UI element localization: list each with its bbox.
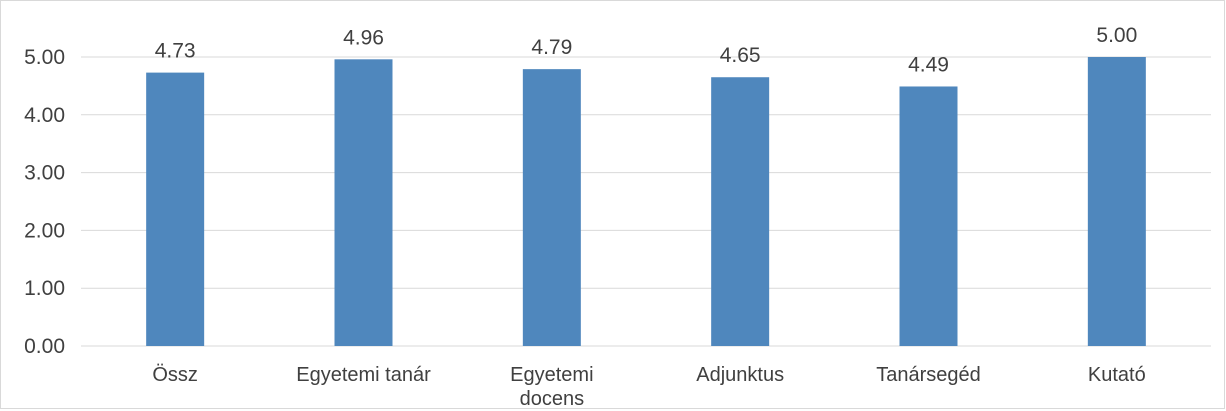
bar: [334, 59, 393, 346]
x-category-label: Kutató: [1088, 364, 1146, 386]
bars: [146, 57, 1146, 346]
bar: [899, 86, 958, 346]
x-category-label: Egyetemi: [510, 364, 593, 386]
data-label: 4.96: [343, 26, 384, 49]
y-tick-label: 4.00: [24, 104, 65, 127]
x-category-label: Tanársegéd: [876, 364, 981, 386]
x-category-label: Egyetemi tanár: [296, 364, 431, 386]
x-category-label: Adjunktus: [696, 364, 784, 386]
y-tick-label: 1.00: [24, 277, 65, 300]
x-category-label: Össz: [152, 364, 198, 386]
data-label: 4.49: [908, 53, 949, 76]
data-label: 5.00: [1096, 24, 1137, 47]
bar: [711, 77, 770, 346]
x-category-label: docens: [520, 388, 585, 410]
y-axis-tick-labels: 0.00 1.00 2.00 3.00 4.00 5.00: [24, 46, 65, 358]
data-labels: 4.73 4.96 4.79 4.65 4.49 5.00: [155, 24, 1138, 76]
y-tick-label: 0.00: [24, 335, 65, 358]
y-tick-label: 3.00: [24, 162, 65, 185]
bar: [522, 69, 581, 346]
y-tick-label: 2.00: [24, 219, 65, 242]
bar: [146, 72, 205, 346]
data-label: 4.65: [720, 44, 761, 67]
y-tick-label: 5.00: [24, 46, 65, 69]
gridlines: [81, 56, 1211, 347]
data-label: 4.73: [155, 40, 196, 63]
data-label: 4.79: [531, 36, 572, 59]
bar: [1087, 57, 1146, 346]
